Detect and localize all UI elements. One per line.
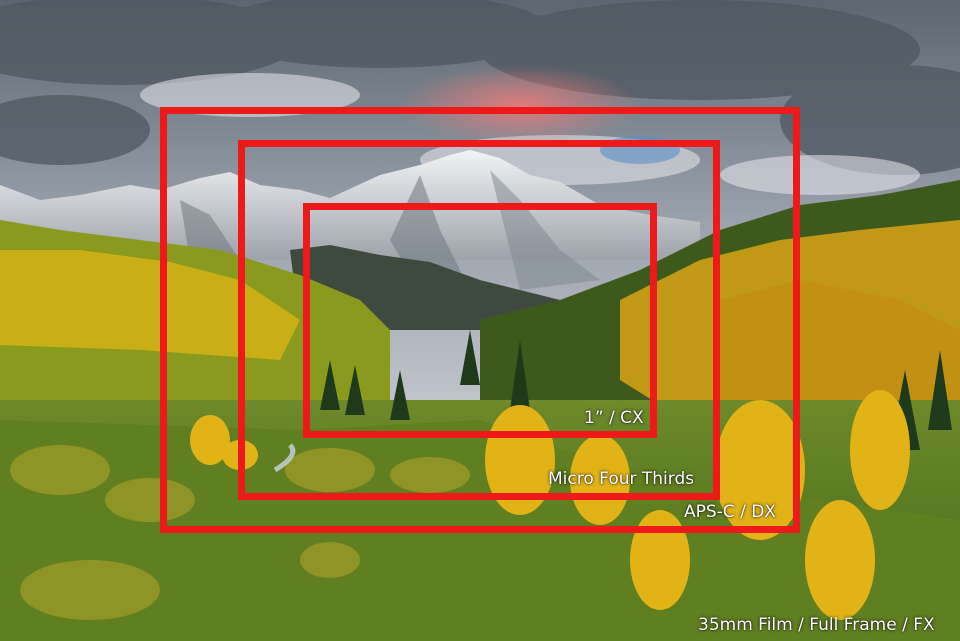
micro-four-thirds-label: Micro Four Thirds <box>548 469 695 489</box>
full-frame-label: 35mm Film / Full Frame / FX <box>698 615 935 635</box>
stream <box>273 443 296 473</box>
micro-four-thirds-frame <box>238 140 720 500</box>
one-inch-label: 1” / CX <box>584 408 644 428</box>
clouds <box>0 0 960 175</box>
one-inch-frame <box>303 203 657 438</box>
aps-c-frame <box>160 107 800 533</box>
aps-c-label: APS-C / DX <box>684 502 776 522</box>
